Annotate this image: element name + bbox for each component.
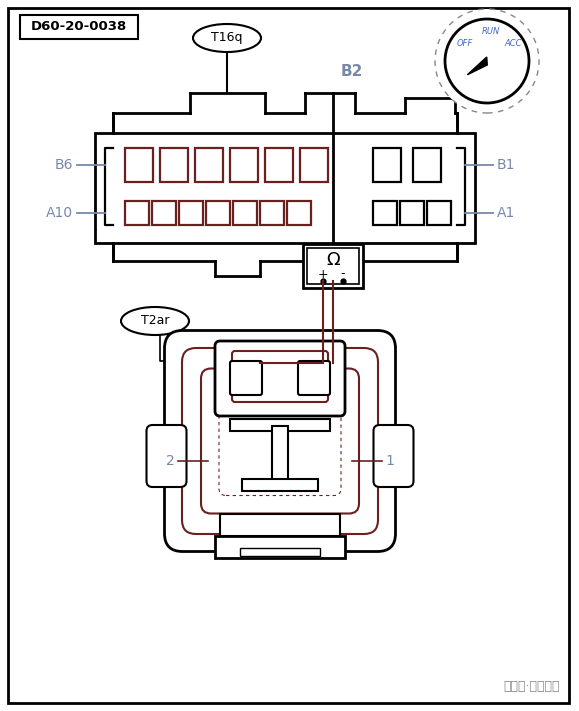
Text: B2: B2 xyxy=(341,63,364,78)
Bar xyxy=(230,419,330,431)
Bar xyxy=(373,201,397,225)
Bar xyxy=(303,244,363,288)
FancyBboxPatch shape xyxy=(201,368,359,513)
Bar xyxy=(125,148,153,182)
Text: +: + xyxy=(318,267,328,281)
Text: Ω: Ω xyxy=(326,251,340,269)
Bar xyxy=(230,148,258,182)
Text: 2: 2 xyxy=(166,454,175,468)
Bar xyxy=(215,535,345,557)
Polygon shape xyxy=(467,57,488,75)
Text: D60-20-0038: D60-20-0038 xyxy=(31,21,127,33)
Ellipse shape xyxy=(121,307,189,335)
Bar xyxy=(260,201,284,225)
Text: T16q: T16q xyxy=(211,31,243,45)
Bar xyxy=(179,201,203,225)
Bar xyxy=(240,547,320,555)
Bar xyxy=(152,201,176,225)
FancyBboxPatch shape xyxy=(182,348,378,534)
Text: OFF: OFF xyxy=(457,38,473,48)
Bar xyxy=(400,201,424,225)
FancyBboxPatch shape xyxy=(298,361,330,395)
Circle shape xyxy=(435,9,539,113)
FancyBboxPatch shape xyxy=(232,351,328,402)
Bar xyxy=(195,148,223,182)
Text: 1: 1 xyxy=(385,454,394,468)
Text: A10: A10 xyxy=(46,206,73,220)
Text: B1: B1 xyxy=(497,158,515,172)
Bar xyxy=(373,148,401,182)
FancyBboxPatch shape xyxy=(146,425,186,487)
FancyBboxPatch shape xyxy=(215,341,345,416)
FancyBboxPatch shape xyxy=(219,387,341,496)
Bar xyxy=(20,15,138,39)
Bar xyxy=(95,133,475,243)
Bar xyxy=(427,201,451,225)
Ellipse shape xyxy=(193,24,261,52)
Bar xyxy=(265,148,293,182)
Bar xyxy=(413,148,441,182)
Bar xyxy=(307,248,359,284)
Bar xyxy=(242,479,318,491)
Text: T2ar: T2ar xyxy=(141,314,169,328)
FancyBboxPatch shape xyxy=(164,331,395,552)
FancyBboxPatch shape xyxy=(373,425,413,487)
Text: B6: B6 xyxy=(54,158,73,172)
Bar xyxy=(220,513,340,535)
Text: 中华网·汽车频道: 中华网·汽车频道 xyxy=(504,680,560,693)
Bar xyxy=(233,201,257,225)
Bar xyxy=(160,148,188,182)
Bar xyxy=(125,201,149,225)
Bar xyxy=(272,426,288,481)
Bar xyxy=(287,201,311,225)
Bar xyxy=(300,148,328,182)
Text: -: - xyxy=(341,267,345,281)
Text: ACC: ACC xyxy=(504,38,522,48)
Circle shape xyxy=(445,19,529,103)
Text: RUN: RUN xyxy=(482,26,500,36)
Text: A1: A1 xyxy=(497,206,515,220)
Bar xyxy=(206,201,230,225)
FancyBboxPatch shape xyxy=(230,361,262,395)
